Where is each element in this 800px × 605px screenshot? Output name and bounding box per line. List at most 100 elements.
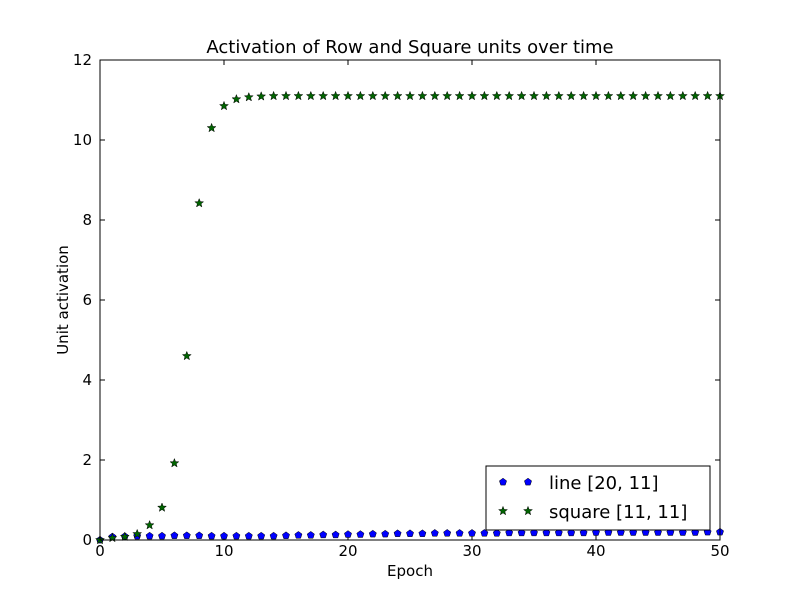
data-point xyxy=(145,531,154,540)
x-tick-label: 50 xyxy=(710,542,729,560)
data-point xyxy=(319,530,328,539)
data-point xyxy=(567,528,576,537)
data-point xyxy=(280,90,292,101)
data-point xyxy=(269,531,278,540)
data-point xyxy=(243,91,254,102)
chart-title: Activation of Row and Square units over … xyxy=(206,37,613,58)
x-tick-label: 30 xyxy=(462,542,481,560)
data-point xyxy=(206,122,217,133)
data-point xyxy=(505,528,514,537)
data-point xyxy=(406,529,414,537)
y-tick-label: 8 xyxy=(82,211,92,229)
legend-label-square: square [11, 11] xyxy=(549,502,687,523)
axis-ticks: 0 10 20 30 40 50 0 2 4 6 8 10 12 xyxy=(73,51,730,560)
data-point xyxy=(578,90,589,101)
data-point xyxy=(132,528,143,539)
data-point xyxy=(181,350,192,361)
data-point xyxy=(380,90,391,101)
data-point xyxy=(454,90,465,101)
data-point xyxy=(640,90,651,101)
data-point xyxy=(480,529,489,537)
data-point xyxy=(492,529,501,537)
data-point xyxy=(566,90,577,101)
y-tick-label: 0 xyxy=(82,531,92,549)
data-point xyxy=(429,90,440,101)
data-point xyxy=(194,197,205,208)
data-point xyxy=(702,90,713,101)
data-point xyxy=(504,90,515,101)
data-point xyxy=(305,90,316,101)
y-tick-label: 10 xyxy=(73,131,92,149)
y-tick-label: 6 xyxy=(82,291,92,309)
data-point xyxy=(232,531,241,540)
series-layer xyxy=(94,90,726,545)
data-point xyxy=(330,90,341,101)
data-point xyxy=(530,528,538,537)
legend-label-line: line [20, 11] xyxy=(549,473,659,494)
data-point xyxy=(294,531,303,539)
legend-marker xyxy=(499,477,507,486)
data-point xyxy=(442,90,453,101)
data-point xyxy=(207,531,216,540)
data-point xyxy=(268,90,279,101)
legend-marker xyxy=(497,505,509,516)
data-point xyxy=(282,531,290,539)
x-axis-label: Epoch xyxy=(387,562,433,580)
data-point xyxy=(356,530,365,538)
data-point xyxy=(468,529,476,537)
data-point xyxy=(318,90,329,101)
data-point xyxy=(528,90,540,101)
data-point xyxy=(665,90,676,101)
data-point xyxy=(331,530,340,539)
legend-box xyxy=(485,465,711,531)
data-point xyxy=(554,528,563,537)
data-point xyxy=(652,90,664,101)
data-point xyxy=(244,531,253,540)
data-point xyxy=(590,90,602,101)
y-axis-label: Unit activation xyxy=(54,245,72,355)
data-point xyxy=(169,457,180,468)
x-tick-label: 10 xyxy=(214,542,233,560)
data-point xyxy=(119,531,130,542)
data-point xyxy=(443,529,452,537)
series-0 xyxy=(96,527,724,544)
data-point xyxy=(677,90,688,101)
data-point xyxy=(156,502,168,512)
x-tick-label: 40 xyxy=(586,542,605,560)
data-point xyxy=(418,529,427,537)
data-point xyxy=(404,90,416,101)
data-point xyxy=(628,90,639,101)
data-point xyxy=(368,529,377,538)
x-tick-label: 0 xyxy=(95,542,105,560)
data-point xyxy=(342,90,354,101)
data-point xyxy=(491,90,502,101)
x-tick-label: 20 xyxy=(338,542,357,560)
data-point xyxy=(293,90,304,101)
data-point xyxy=(158,531,166,540)
data-point xyxy=(355,90,366,101)
data-point xyxy=(392,90,403,101)
y-tick-label: 12 xyxy=(73,51,92,69)
data-point xyxy=(220,531,228,540)
data-point xyxy=(344,530,352,538)
data-point xyxy=(257,531,266,540)
data-point xyxy=(466,90,478,101)
plot-frame xyxy=(99,59,721,541)
data-point xyxy=(417,90,428,101)
data-point xyxy=(256,91,267,101)
data-point xyxy=(195,531,204,539)
data-point xyxy=(690,90,701,101)
plot-area xyxy=(100,60,720,540)
data-point xyxy=(579,528,588,537)
data-point xyxy=(479,90,490,101)
legend-markers xyxy=(497,477,534,516)
legend-marker xyxy=(524,477,532,486)
data-point xyxy=(455,529,464,537)
data-point xyxy=(170,531,179,539)
data-point xyxy=(541,90,552,101)
data-point xyxy=(603,90,614,101)
data-point xyxy=(393,529,402,537)
data-point xyxy=(430,529,439,537)
